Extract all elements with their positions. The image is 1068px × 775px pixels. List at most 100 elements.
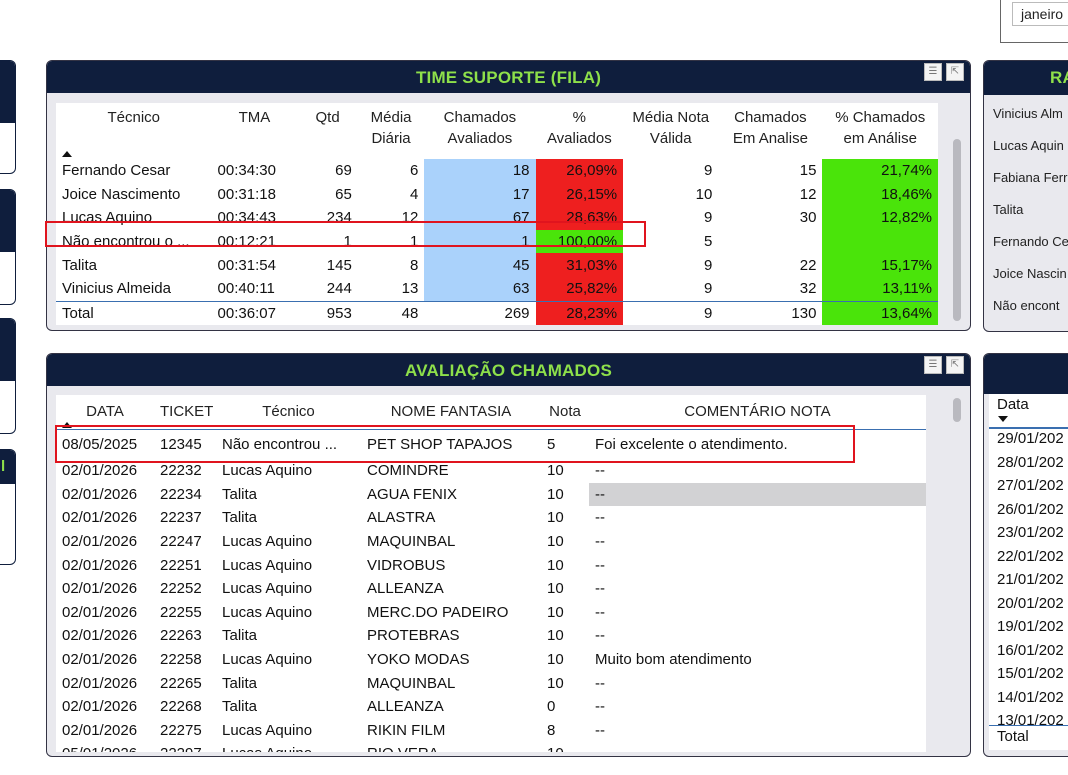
table-cell: 28,63% — [535, 206, 624, 230]
table-row[interactable]: 02/01/2026 22237 Talita ALASTRA 10 -- — [56, 506, 926, 530]
table-cell: 0 — [547, 698, 556, 716]
column-header-3[interactable]: Técnico — [262, 403, 315, 421]
date-item[interactable]: 15/01/202 — [997, 665, 1064, 682]
ranking-item: Lucas Aquin — [993, 138, 1064, 153]
table-cell: Talita — [222, 485, 258, 503]
table-cell: 22252 — [160, 580, 202, 598]
date-item[interactable]: 16/01/202 — [997, 641, 1064, 659]
table-row[interactable]: 02/01/2026 22251 Lucas Aquino VIDROBUS 10 -- — [56, 553, 926, 577]
column-header-8[interactable]: Chamados Em Analise — [718, 103, 822, 159]
table-row[interactable]: 02/01/2026 22268 Talita ALLEANZA 0 -- — [56, 695, 926, 719]
table-cell: 9 — [704, 209, 713, 227]
date-item[interactable]: 26/01/202 — [997, 500, 1064, 518]
table-row[interactable]: Talita 00:31:54 145 8 45 31,03% 9 22 15,17% — [56, 253, 938, 277]
table-row[interactable]: 02/01/2026 22263 Talita PROTEBRAS 10 -- — [56, 624, 926, 648]
table-cell: 5 — [547, 435, 556, 453]
column-header-5[interactable]: Chamados Avaliados — [424, 103, 535, 159]
table-cell: Lucas Aquino — [222, 603, 313, 621]
table-cell: 244 — [326, 280, 352, 298]
left-card-2-header — [0, 190, 15, 252]
date-item[interactable]: 21/01/202 — [997, 571, 1064, 588]
table-row[interactable]: Vinicius Almeida 00:40:11 244 13 63 25,82% 9 32… — [56, 276, 938, 302]
table-row[interactable]: 02/01/2026 22234 Talita AGUA FENIX 10 -- — [56, 482, 926, 507]
table-cell: 12 — [401, 209, 419, 227]
table-cell: 22251 — [160, 556, 202, 574]
focus-mode-icon[interactable]: ⇱ — [946, 356, 964, 374]
time-suporte-header-row: Técnico TMA Qtd Média Diária Chamados Avaliado… — [56, 103, 938, 159]
time-suporte-scrollbar[interactable] — [951, 103, 963, 325]
column-header-1[interactable]: DATA — [56, 395, 154, 429]
sort-ascending-icon[interactable] — [62, 421, 72, 428]
time-suporte-total-row: Total 00:36:07 953 48 269 28,23% 9 130 13,64% — [56, 301, 938, 326]
table-row[interactable]: Lucas Aquino 00:34:43 234 12 67 28,63% 9 30 12,8… — [56, 206, 938, 230]
column-header-line: Válida — [649, 130, 692, 147]
filter-icon[interactable]: ☰ — [924, 356, 942, 374]
column-header-5[interactable]: Nota — [549, 403, 581, 421]
sort-descending-icon[interactable] — [998, 416, 1008, 422]
table-cell: 15 — [799, 162, 817, 180]
sort-ascending-icon[interactable] — [62, 151, 72, 157]
date-item[interactable]: 20/01/202 — [997, 594, 1064, 612]
date-item[interactable]: 13/01/202 — [997, 712, 1064, 729]
total-cell: Total — [62, 304, 94, 322]
table-cell: MAQUINBAL — [367, 674, 456, 692]
column-header-7[interactable]: Média Nota Válida — [623, 103, 718, 159]
datas-table-area: Data 29/01/202 28/01/202 27/01/202 26/01/20… — [989, 394, 1068, 750]
table-cell: 00:31:18 — [217, 185, 276, 203]
table-row[interactable]: Não encontrou o ... 00:12:21 1 1 1 100,00% 5 — [56, 229, 938, 254]
table-row[interactable]: 02/01/2026 22232 Lucas Aquino COMINDRE 10 -- — [56, 459, 926, 483]
table-cell: 145 — [326, 256, 352, 274]
filter-icon[interactable]: ☰ — [924, 63, 942, 81]
avaliacao-scroll-thumb[interactable] — [953, 398, 961, 422]
table-cell: 63 — [424, 276, 536, 302]
total-cell: 9 — [704, 304, 713, 322]
date-item[interactable]: 23/01/202 — [997, 524, 1064, 541]
table-cell: 31,03% — [535, 253, 624, 277]
table-row[interactable]: 02/01/2026 22255 Lucas Aquino MERC.DO PADEI… — [56, 601, 926, 625]
table-row[interactable]: 05/01/202622297Lucas AquinoRIO VERA10 — [56, 742, 926, 752]
time-suporte-scroll-thumb[interactable] — [953, 139, 961, 321]
column-header-line: Chamados — [734, 109, 807, 126]
table-cell: Lucas Aquino — [222, 462, 313, 480]
date-item[interactable]: 29/01/202 — [997, 430, 1064, 447]
date-item[interactable]: 14/01/202 — [997, 688, 1064, 706]
column-header-4[interactable]: Média Diária — [358, 103, 424, 159]
table-cell: 02/01/2026 — [62, 509, 138, 527]
month-filter-dropdown[interactable]: janeiro — [1012, 2, 1068, 26]
column-header-3[interactable]: Qtd — [297, 103, 358, 159]
table-cell: 10 — [547, 556, 564, 574]
table-cell: Lucas Aquino — [222, 556, 313, 574]
left-card-4: l — [0, 449, 16, 565]
table-cell: -- — [595, 556, 605, 574]
column-header-2[interactable]: TMA — [212, 103, 298, 159]
total-cell: 13,64% — [822, 301, 938, 326]
date-item[interactable]: 27/01/202 — [997, 477, 1064, 494]
table-row[interactable]: 02/01/2026 22275 Lucas Aquino RIKIN FILM 8 -- — [56, 719, 926, 743]
table-cell: 22232 — [160, 462, 202, 480]
table-cell: 21,74% — [822, 159, 938, 183]
table-row[interactable]: 02/01/2026 22258 Lucas Aquino YOKO MODAS 10 M… — [56, 648, 926, 672]
focus-mode-icon[interactable]: ⇱ — [946, 63, 964, 81]
column-header-2[interactable]: TICKET — [160, 403, 214, 421]
table-row[interactable]: 08/05/2025 12345 Não encontrou ... PET SHOP… — [56, 429, 926, 459]
date-item[interactable]: 28/01/202 — [997, 453, 1064, 471]
table-cell: 22234 — [160, 485, 202, 503]
table-row[interactable]: 02/01/2026 22265 Talita MAQUINBAL 10 -- — [56, 671, 926, 695]
column-header-1[interactable]: Técnico — [56, 103, 212, 159]
table-row[interactable]: Fernando Cesar 00:34:30 69 6 18 26,09% 9 15 21,7… — [56, 159, 938, 183]
table-cell: 12345 — [160, 435, 202, 453]
table-cell: -- — [595, 509, 605, 527]
column-header-4[interactable]: NOME FANTASIA — [390, 403, 512, 421]
table-cell: MAQUINBAL — [367, 533, 456, 551]
table-cell: 02/01/2026 — [62, 651, 138, 669]
date-item[interactable]: 22/01/202 — [997, 547, 1064, 565]
table-row[interactable]: 02/01/2026 22252 Lucas Aquino ALLEANZA 10 -- — [56, 577, 926, 601]
date-item[interactable]: 19/01/202 — [997, 618, 1064, 635]
table-row[interactable]: Joice Nascimento 00:31:18 65 4 17 26,15% 10 12 1… — [56, 182, 938, 207]
avaliacao-scrollbar[interactable] — [951, 395, 963, 752]
column-header-6[interactable]: % Avaliados — [536, 103, 624, 159]
table-row[interactable]: 02/01/2026 22247 Lucas Aquino MAQUINBAL 10 -- — [56, 530, 926, 554]
table-cell: 1 — [343, 233, 352, 251]
column-header-6[interactable]: COMENTÁRIO NOTA — [684, 403, 831, 421]
column-header-9[interactable]: % Chamados em Análise — [822, 103, 938, 159]
